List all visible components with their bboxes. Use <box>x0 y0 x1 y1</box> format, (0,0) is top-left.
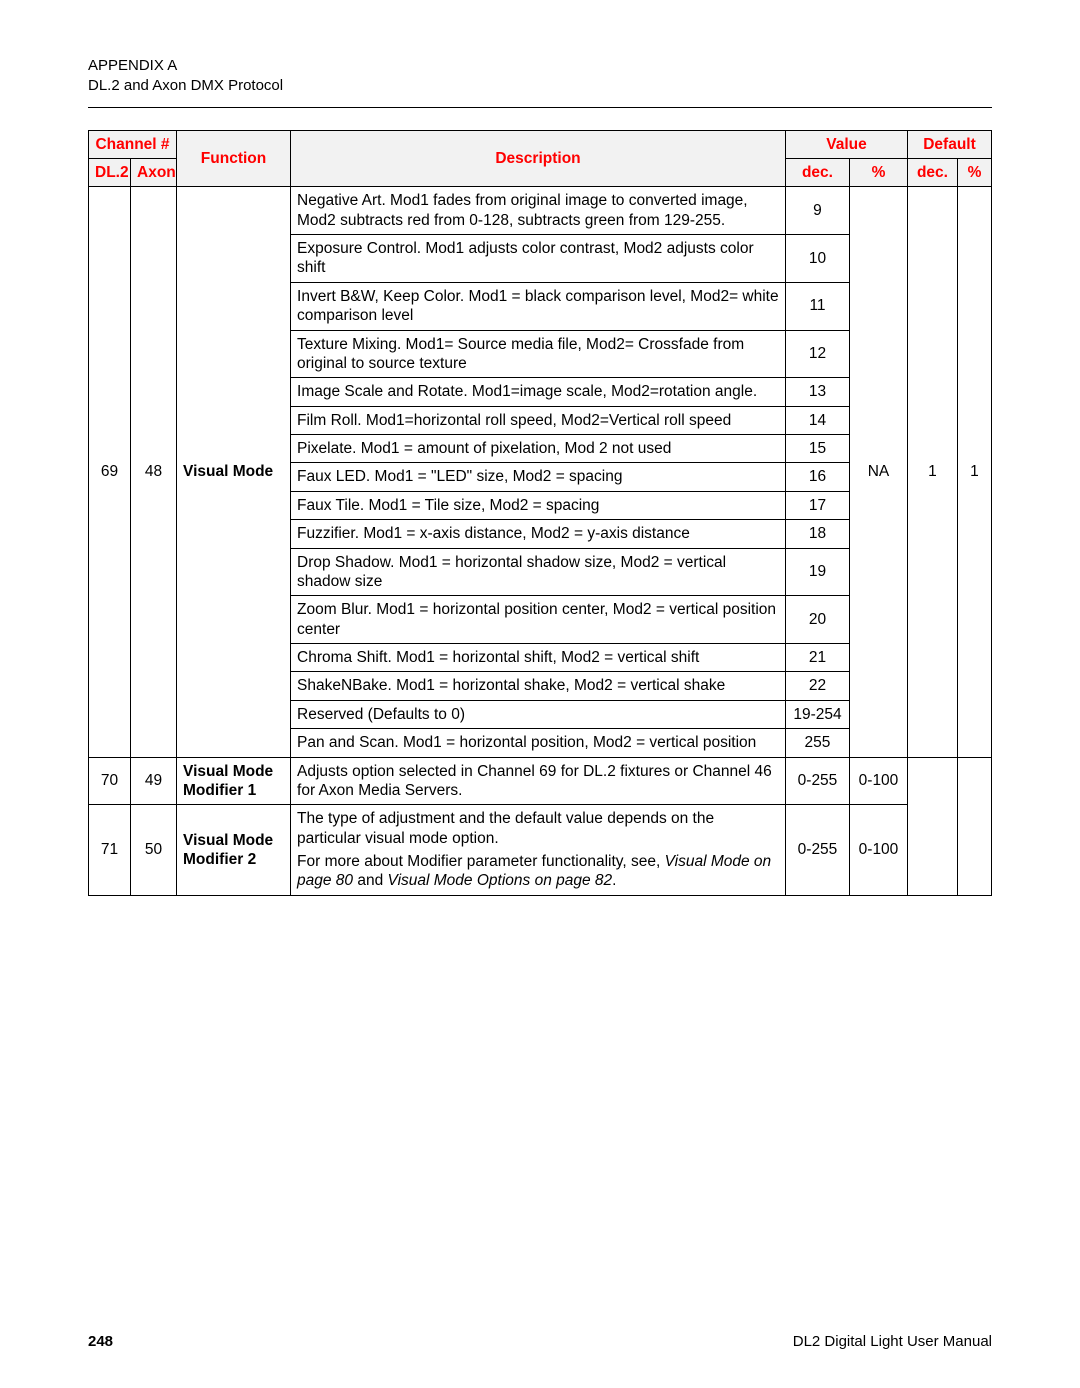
col-value-pct: % <box>849 158 907 186</box>
cell-value-dec: 9 <box>785 187 849 235</box>
col-default-pct: % <box>957 158 991 186</box>
cell-default-pct <box>957 757 991 895</box>
cell-value-dec: 17 <box>785 491 849 519</box>
col-function: Function <box>177 130 291 187</box>
cell-default-pct: 1 <box>957 187 991 757</box>
cell-value-dec: 18 <box>785 520 849 548</box>
cell-description: Zoom Blur. Mod1 = horizontal position ce… <box>291 596 786 644</box>
cell-default-dec: 1 <box>907 187 957 757</box>
cell-description: Image Scale and Rotate. Mod1=image scale… <box>291 378 786 406</box>
cell-description: The type of adjustment and the default v… <box>291 805 786 896</box>
cell-axon: 50 <box>131 805 177 896</box>
cell-default-dec <box>907 757 957 895</box>
cell-description: Texture Mixing. Mod1= Source media file,… <box>291 330 786 378</box>
cell-description: Negative Art. Mod1 fades from original i… <box>291 187 786 235</box>
cell-value-dec: 14 <box>785 406 849 434</box>
cell-value-dec: 20 <box>785 596 849 644</box>
table-row: 7150Visual Mode Modifier 2The type of ad… <box>89 805 992 896</box>
cell-description: ShakeNBake. Mod1 = horizontal shake, Mod… <box>291 672 786 700</box>
cell-description: Faux Tile. Mod1 = Tile size, Mod2 = spac… <box>291 491 786 519</box>
cell-axon: 48 <box>131 187 177 757</box>
page-header: APPENDIX A DL.2 and Axon DMX Protocol <box>88 56 992 103</box>
header-line-2: DL.2 and Axon DMX Protocol <box>88 76 992 96</box>
cell-description: Chroma Shift. Mod1 = horizontal shift, M… <box>291 644 786 672</box>
cell-description: Reserved (Defaults to 0) <box>291 700 786 728</box>
dmx-table: Channel # Function Description Value Def… <box>88 130 992 896</box>
cell-function: Visual Mode Modifier 2 <box>177 805 291 896</box>
cell-description: Faux LED. Mod1 = "LED" size, Mod2 = spac… <box>291 463 786 491</box>
cell-dl2: 69 <box>89 187 131 757</box>
cell-value-pct: NA <box>849 187 907 757</box>
table-row: 6948Visual ModeNegative Art. Mod1 fades … <box>89 187 992 235</box>
cell-value-dec: 0-255 <box>785 757 849 805</box>
col-default-dec: dec. <box>907 158 957 186</box>
cell-value-dec: 10 <box>785 235 849 283</box>
cell-value-dec: 19-254 <box>785 700 849 728</box>
doc-title: DL2 Digital Light User Manual <box>793 1333 992 1350</box>
cell-function: Visual Mode <box>177 187 291 757</box>
cell-value-dec: 255 <box>785 729 849 757</box>
table-row: 7049Visual Mode Modifier 1Adjusts option… <box>89 757 992 805</box>
table-body: 6948Visual ModeNegative Art. Mod1 fades … <box>89 187 992 896</box>
col-value: Value <box>785 130 907 158</box>
cell-value-pct: 0-100 <box>849 805 907 896</box>
cell-dl2: 71 <box>89 805 131 896</box>
col-channel: Channel # <box>89 130 177 158</box>
table-head: Channel # Function Description Value Def… <box>89 130 992 187</box>
cell-value-dec: 12 <box>785 330 849 378</box>
cell-value-pct: 0-100 <box>849 757 907 805</box>
cell-value-dec: 22 <box>785 672 849 700</box>
cell-value-dec: 21 <box>785 644 849 672</box>
header-line-1: APPENDIX A <box>88 56 992 76</box>
page: APPENDIX A DL.2 and Axon DMX Protocol Ch… <box>0 0 1080 1388</box>
cell-description: Fuzzifier. Mod1 = x-axis distance, Mod2 … <box>291 520 786 548</box>
cell-description: Adjusts option selected in Channel 69 fo… <box>291 757 786 805</box>
cell-value-dec: 15 <box>785 435 849 463</box>
cell-axon: 49 <box>131 757 177 805</box>
cell-value-dec: 0-255 <box>785 805 849 896</box>
cell-value-dec: 11 <box>785 282 849 330</box>
col-dl2: DL.2 <box>89 158 131 186</box>
cell-dl2: 70 <box>89 757 131 805</box>
cell-value-dec: 19 <box>785 548 849 596</box>
cell-description: Exposure Control. Mod1 adjusts color con… <box>291 235 786 283</box>
col-axon: Axon <box>131 158 177 186</box>
cell-function: Visual Mode Modifier 1 <box>177 757 291 805</box>
cell-value-dec: 16 <box>785 463 849 491</box>
cell-description: Pan and Scan. Mod1 = horizontal position… <box>291 729 786 757</box>
cell-description: Drop Shadow. Mod1 = horizontal shadow si… <box>291 548 786 596</box>
page-number: 248 <box>88 1333 113 1350</box>
cell-description: Film Roll. Mod1=horizontal roll speed, M… <box>291 406 786 434</box>
col-value-dec: dec. <box>785 158 849 186</box>
cell-description: Invert B&W, Keep Color. Mod1 = black com… <box>291 282 786 330</box>
col-description: Description <box>291 130 786 187</box>
cell-description: Pixelate. Mod1 = amount of pixelation, M… <box>291 435 786 463</box>
page-footer: 248 DL2 Digital Light User Manual <box>88 1333 992 1350</box>
col-default: Default <box>907 130 991 158</box>
header-rule <box>88 107 992 108</box>
cell-value-dec: 13 <box>785 378 849 406</box>
